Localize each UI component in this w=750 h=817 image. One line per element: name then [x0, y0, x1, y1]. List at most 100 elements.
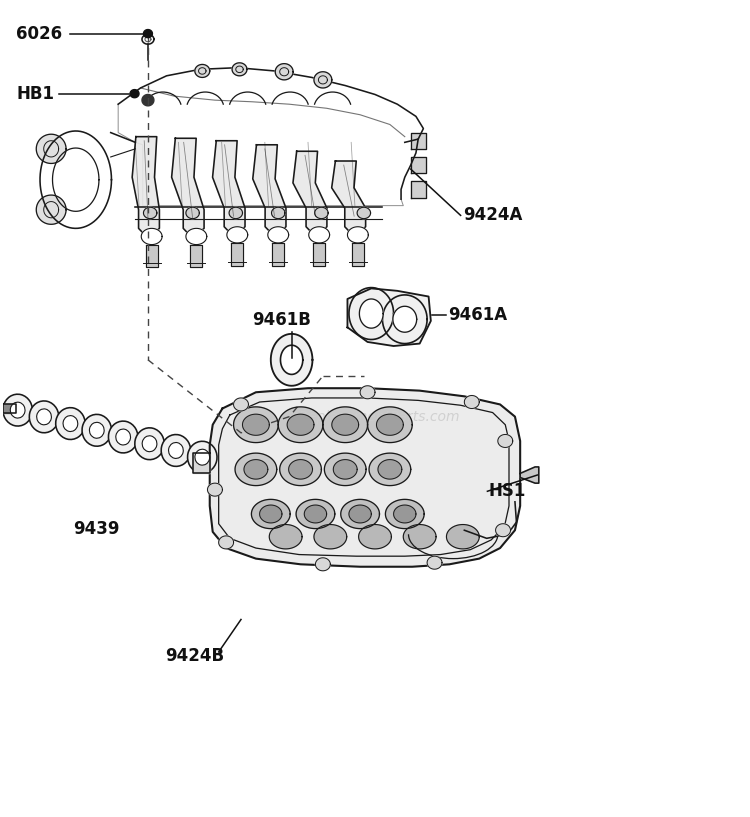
Polygon shape: [427, 556, 442, 569]
Polygon shape: [293, 151, 327, 236]
Polygon shape: [360, 386, 375, 399]
Polygon shape: [340, 499, 380, 529]
Polygon shape: [316, 558, 330, 571]
Polygon shape: [394, 505, 416, 523]
Polygon shape: [253, 145, 286, 236]
Text: 9461B: 9461B: [252, 311, 311, 329]
Polygon shape: [212, 141, 245, 236]
Polygon shape: [411, 181, 425, 198]
Polygon shape: [386, 499, 424, 529]
Polygon shape: [40, 131, 112, 228]
Ellipse shape: [169, 443, 183, 458]
Polygon shape: [272, 243, 284, 266]
Polygon shape: [357, 208, 370, 219]
Polygon shape: [446, 525, 479, 549]
Polygon shape: [280, 346, 303, 374]
Ellipse shape: [116, 429, 130, 445]
Polygon shape: [231, 243, 243, 266]
Ellipse shape: [63, 416, 78, 431]
Polygon shape: [186, 208, 200, 219]
Polygon shape: [132, 136, 160, 238]
Polygon shape: [393, 306, 417, 333]
Polygon shape: [411, 132, 425, 149]
Polygon shape: [229, 208, 242, 219]
Polygon shape: [272, 208, 285, 219]
Polygon shape: [186, 229, 207, 244]
Ellipse shape: [10, 402, 25, 418]
Ellipse shape: [37, 408, 52, 425]
Polygon shape: [289, 460, 313, 479]
Polygon shape: [332, 414, 358, 435]
Polygon shape: [368, 407, 413, 443]
Polygon shape: [323, 407, 368, 443]
Polygon shape: [325, 453, 366, 485]
Polygon shape: [226, 227, 248, 243]
Polygon shape: [219, 536, 233, 549]
Polygon shape: [347, 227, 368, 243]
Polygon shape: [143, 29, 152, 38]
Polygon shape: [404, 525, 436, 549]
Ellipse shape: [56, 408, 86, 440]
Polygon shape: [296, 499, 334, 529]
Polygon shape: [349, 288, 394, 340]
Polygon shape: [260, 505, 282, 523]
Polygon shape: [141, 229, 162, 244]
Polygon shape: [233, 407, 278, 443]
Polygon shape: [359, 299, 383, 328]
Polygon shape: [251, 499, 290, 529]
Polygon shape: [242, 414, 269, 435]
Polygon shape: [352, 243, 364, 266]
Text: 9424B: 9424B: [165, 647, 224, 665]
Ellipse shape: [142, 435, 157, 452]
Polygon shape: [269, 525, 302, 549]
Polygon shape: [314, 525, 346, 549]
Polygon shape: [333, 460, 357, 479]
Polygon shape: [309, 227, 329, 243]
Polygon shape: [36, 134, 66, 163]
Ellipse shape: [3, 395, 32, 426]
Polygon shape: [143, 208, 157, 219]
Polygon shape: [376, 414, 404, 435]
Ellipse shape: [29, 401, 58, 433]
Text: HB1: HB1: [16, 85, 54, 103]
Polygon shape: [208, 483, 223, 496]
Polygon shape: [358, 525, 392, 549]
Polygon shape: [349, 505, 371, 523]
Text: 9439: 9439: [74, 520, 120, 538]
Polygon shape: [411, 157, 425, 173]
Polygon shape: [332, 161, 365, 236]
Polygon shape: [378, 460, 402, 479]
Ellipse shape: [89, 422, 104, 438]
Polygon shape: [142, 95, 154, 106]
Text: 6026: 6026: [16, 25, 62, 42]
Polygon shape: [271, 334, 313, 386]
Polygon shape: [369, 453, 411, 485]
Polygon shape: [275, 64, 293, 80]
Ellipse shape: [109, 421, 138, 453]
Polygon shape: [244, 460, 268, 479]
Polygon shape: [233, 398, 248, 411]
Polygon shape: [498, 435, 513, 448]
Text: 9424A: 9424A: [463, 207, 522, 225]
Polygon shape: [280, 453, 322, 485]
Polygon shape: [232, 63, 247, 76]
Polygon shape: [36, 195, 66, 225]
Polygon shape: [268, 227, 289, 243]
Polygon shape: [314, 72, 332, 88]
Text: HS1: HS1: [489, 482, 526, 500]
Ellipse shape: [188, 441, 217, 473]
Polygon shape: [520, 467, 538, 483]
Polygon shape: [190, 244, 202, 267]
Polygon shape: [314, 243, 325, 266]
Polygon shape: [464, 395, 479, 408]
Ellipse shape: [82, 414, 112, 446]
Polygon shape: [210, 388, 520, 567]
Polygon shape: [130, 90, 139, 98]
Polygon shape: [146, 244, 158, 267]
Polygon shape: [496, 524, 511, 537]
Polygon shape: [315, 208, 328, 219]
Text: 9461A: 9461A: [448, 306, 507, 324]
Ellipse shape: [135, 428, 164, 460]
Ellipse shape: [161, 435, 190, 467]
Polygon shape: [382, 295, 427, 344]
